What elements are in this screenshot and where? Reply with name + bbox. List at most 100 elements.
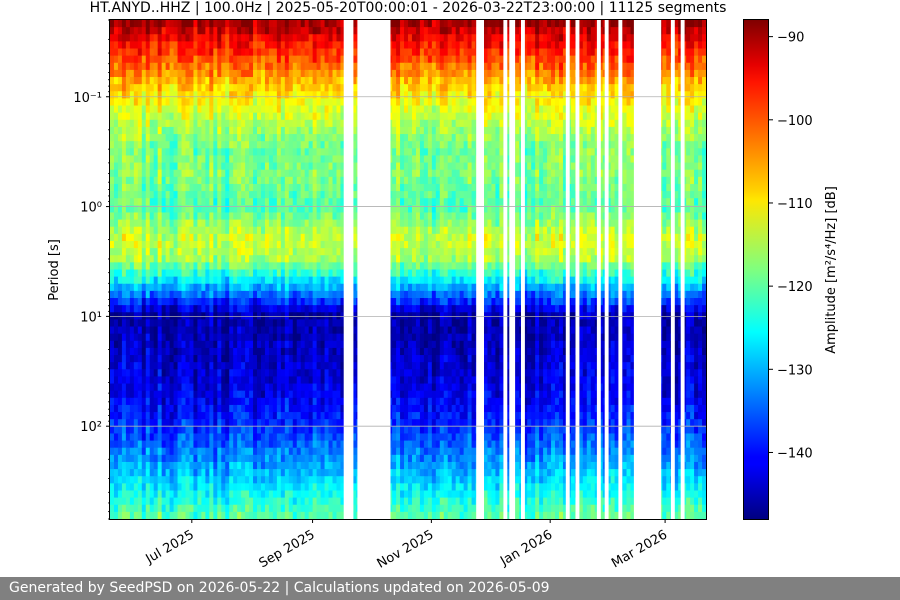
heatmap-cell xyxy=(662,183,667,192)
heatmap-cell xyxy=(626,41,632,50)
heatmap-cell xyxy=(415,240,421,249)
heatmap-cell xyxy=(137,183,143,192)
heatmap-cell xyxy=(451,112,457,121)
heatmap-cell xyxy=(312,62,318,71)
heatmap-cell xyxy=(352,212,357,221)
heatmap-cell xyxy=(272,134,278,142)
heatmap-cell xyxy=(427,119,433,128)
heatmap-cell xyxy=(531,248,536,256)
heatmap-cell xyxy=(427,169,433,178)
heatmap-cell xyxy=(272,219,278,228)
heatmap-cell xyxy=(547,141,552,149)
heatmap-cell xyxy=(702,77,707,85)
heatmap-cell xyxy=(690,219,695,228)
heatmap-cell xyxy=(276,105,282,114)
heatmap-cell xyxy=(392,34,397,42)
heatmap-cell xyxy=(427,233,433,242)
heatmap-cell xyxy=(471,41,477,50)
heatmap-cell xyxy=(622,240,628,249)
heatmap-cell xyxy=(535,212,540,221)
heatmap-cell xyxy=(268,34,274,42)
heatmap-cell xyxy=(209,162,214,171)
heatmap-cell xyxy=(280,77,286,85)
heatmap-cell xyxy=(169,119,175,128)
heatmap-cell xyxy=(626,248,632,256)
heatmap-cell xyxy=(237,105,242,114)
heatmap-cell xyxy=(662,84,667,92)
heatmap-cell xyxy=(316,226,322,235)
heatmap-cell xyxy=(173,77,179,85)
heatmap-cell xyxy=(129,105,135,114)
heatmap-cell xyxy=(276,98,282,107)
heatmap-cell xyxy=(598,155,604,164)
heatmap-cell xyxy=(249,169,254,178)
heatmap-cell xyxy=(284,226,290,235)
heatmap-cell xyxy=(439,105,445,114)
heatmap-cell xyxy=(237,226,242,235)
heatmap-cell xyxy=(690,119,695,128)
heatmap-cell xyxy=(177,183,183,192)
heatmap-cell xyxy=(531,183,536,192)
heatmap-cell xyxy=(145,69,151,78)
heatmap-cell xyxy=(499,198,504,206)
heatmap-cell xyxy=(419,48,425,57)
heatmap-cell xyxy=(590,162,596,171)
heatmap-cell xyxy=(296,27,302,35)
heatmap-cell xyxy=(463,219,469,228)
heatmap-cell xyxy=(578,126,584,135)
heatmap-cell xyxy=(129,119,135,128)
heatmap-cell xyxy=(551,77,556,85)
heatmap-cell xyxy=(201,141,206,149)
heatmap-cell xyxy=(539,219,544,228)
heatmap-cell xyxy=(161,183,167,192)
heatmap-cell xyxy=(694,98,699,107)
heatmap-cell xyxy=(578,119,584,128)
heatmap-cell xyxy=(531,148,536,157)
heatmap-cell xyxy=(471,48,477,57)
heatmap-cell xyxy=(622,205,628,214)
heatmap-cell xyxy=(439,119,445,128)
heatmap-cell xyxy=(539,148,544,157)
heatmap-cell xyxy=(408,27,413,35)
heatmap-cell xyxy=(431,20,437,28)
heatmap-cell xyxy=(137,198,143,206)
heatmap-cell xyxy=(308,55,314,64)
heatmap-cell xyxy=(543,84,548,92)
heatmap-cell xyxy=(539,248,544,256)
heatmap-cell xyxy=(264,141,270,149)
heatmap-cell xyxy=(110,34,115,42)
heatmap-cell xyxy=(272,119,278,128)
heatmap-cell xyxy=(185,240,191,249)
heatmap-cell xyxy=(260,212,266,221)
heatmap-cell xyxy=(260,55,266,64)
heatmap-cell xyxy=(431,226,437,235)
heatmap-cell xyxy=(694,233,699,242)
heatmap-cell xyxy=(197,141,202,149)
heatmap-cell xyxy=(137,126,143,135)
heatmap-cell xyxy=(233,212,238,221)
heatmap-cell xyxy=(555,148,560,157)
heatmap-cell xyxy=(531,55,536,64)
heatmap-cell xyxy=(698,248,703,256)
heatmap-cell xyxy=(312,69,318,78)
heatmap-cell xyxy=(185,233,191,242)
heatmap-cell xyxy=(257,169,262,178)
heatmap-cell xyxy=(340,148,346,157)
heatmap-cell xyxy=(145,191,151,199)
heatmap-cell xyxy=(590,212,596,221)
heatmap-cell xyxy=(221,205,226,214)
heatmap-cell xyxy=(586,126,592,135)
heatmap-cell xyxy=(582,20,588,28)
heatmap-cell xyxy=(221,141,226,149)
heatmap-cell xyxy=(213,55,218,64)
heatmap-cell xyxy=(662,69,667,78)
heatmap-cell xyxy=(610,219,616,228)
heatmap-cell xyxy=(121,155,127,164)
heatmap-cell xyxy=(439,126,445,135)
heatmap-cell xyxy=(233,198,238,206)
heatmap-cell xyxy=(622,155,628,164)
heatmap-cell xyxy=(352,77,357,85)
heatmap-cell xyxy=(487,55,493,64)
heatmap-cell xyxy=(173,141,179,149)
heatmap-cell xyxy=(455,148,461,157)
